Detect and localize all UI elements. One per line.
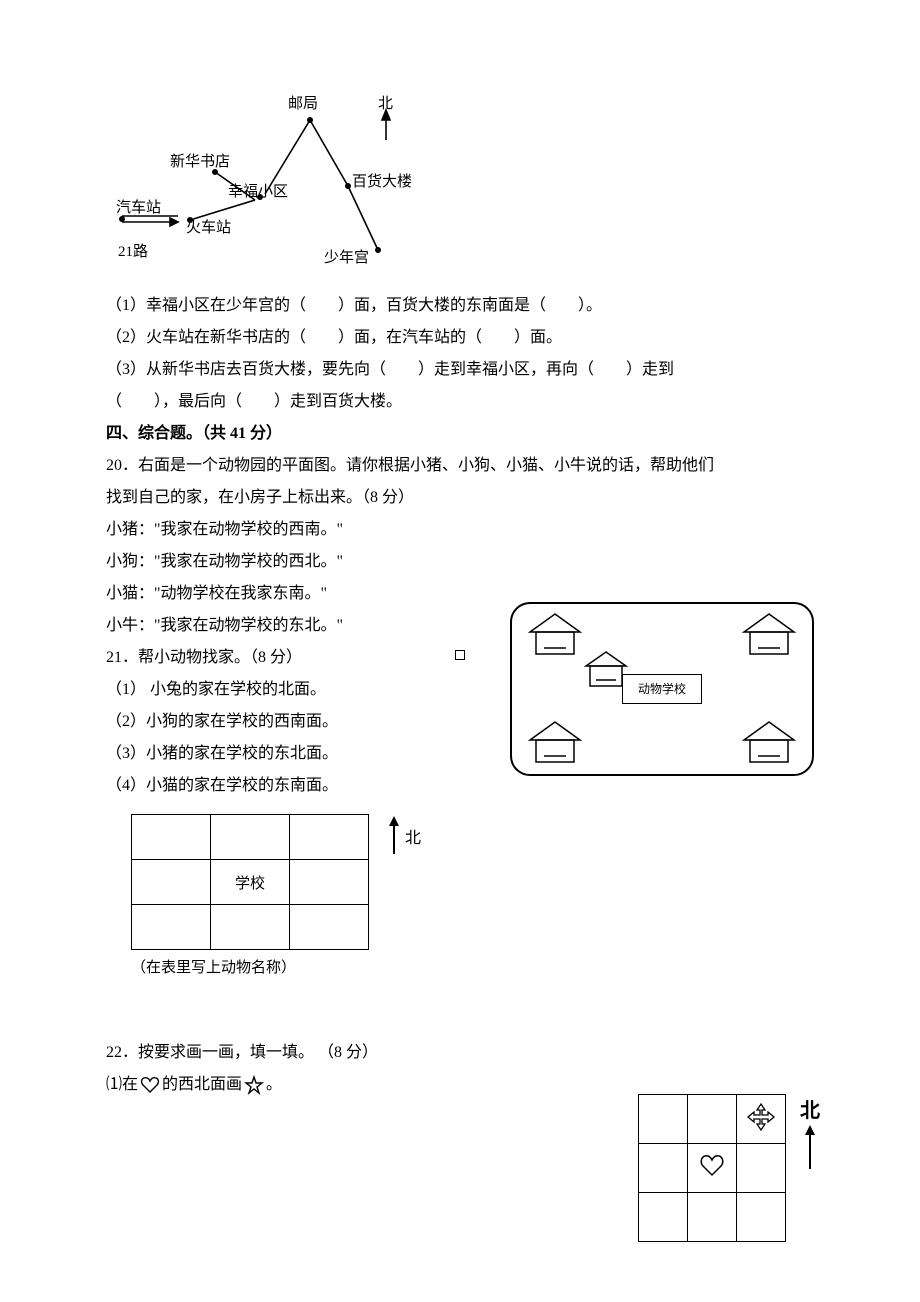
q21-north-arrow: 北: [387, 814, 421, 858]
house-nw: [526, 612, 584, 658]
heart-icon: [699, 1154, 725, 1178]
q21-north-label: 北: [405, 824, 421, 848]
svg-text:汽车站: 汽车站: [116, 199, 161, 216]
heart-icon: [140, 1076, 160, 1094]
house-ne: [740, 612, 798, 658]
svg-text:新华书店: 新华书店: [170, 153, 230, 170]
svg-text:邮局: 邮局: [288, 95, 318, 112]
section-4-title: 四、综合题。（共 41 分）: [106, 418, 814, 450]
q20-line3: 小猪："我家在动物学校的西南。": [106, 514, 814, 546]
star-icon: [244, 1075, 264, 1095]
q22-grid-wrap: 北: [638, 1094, 820, 1242]
q22-grid: [638, 1094, 786, 1242]
q19-line3: （3）从新华书店去百货大楼，要先向（ ）走到幸福小区，再向（ ）走到: [106, 354, 814, 386]
svg-text:幸福小区: 幸福小区: [228, 183, 288, 200]
q21-table: 学校: [131, 814, 369, 950]
q21-caption: （在表里写上动物名称）: [131, 956, 814, 977]
svg-text:少年宫: 少年宫: [324, 249, 369, 266]
q22-l1-pre: ⑴在: [106, 1069, 138, 1101]
q22-cross-cell: [737, 1095, 786, 1144]
house-se: [740, 720, 798, 766]
cross-arrow-icon: [746, 1102, 776, 1132]
zoo-diagram: 动物学校: [510, 602, 814, 776]
q22-l1-post: 。: [266, 1069, 282, 1101]
worksheet-page: 邮局 北 新华书店 幸福小区 百货大楼 汽车站 火车站 21路 少年宫 （1）幸…: [0, 0, 920, 1302]
svg-text:火车站: 火车站: [186, 219, 231, 236]
zoo-center-label: 动物学校: [622, 674, 702, 704]
svg-text:北: 北: [378, 95, 393, 112]
q20-line1: 20．右面是一个动物园的平面图。请你根据小猪、小狗、小猫、小牛说的话，帮助他们: [106, 450, 814, 482]
q22-north-label: 北: [800, 1094, 820, 1123]
q22-l1-mid: 的西北面画: [162, 1069, 242, 1101]
q22-north-arrow: 北: [800, 1094, 820, 1173]
q19-line1: （1）幸福小区在少年宫的（ ）面，百货大楼的东南面是（ ）。: [106, 290, 814, 322]
q22-line0: 22．按要求画一画，填一填。 （8 分）: [106, 1037, 814, 1069]
q19-line4: （ ），最后向（ ）走到百货大楼。: [106, 386, 814, 418]
svg-text:21路: 21路: [118, 243, 148, 260]
svg-text:百货大楼: 百货大楼: [352, 173, 412, 190]
page-center-mark: [455, 650, 465, 660]
q21-center-cell: 学校: [211, 860, 290, 905]
q22-heart-cell: [688, 1144, 737, 1193]
q21-table-wrap: 学校 北 （在表里写上动物名称）: [131, 814, 814, 977]
house-sw: [526, 720, 584, 766]
q20-line4: 小狗："我家在动物学校的西北。": [106, 546, 814, 578]
bus-route-map: 邮局 北 新华书店 幸福小区 百货大楼 汽车站 火车站 21路 少年宫: [110, 92, 814, 282]
q19-line2: （2）火车站在新华书店的（ ）面，在汽车站的（ ）面。: [106, 322, 814, 354]
q20-line2: 找到自己的家，在小房子上标出来。（8 分）: [106, 482, 814, 514]
